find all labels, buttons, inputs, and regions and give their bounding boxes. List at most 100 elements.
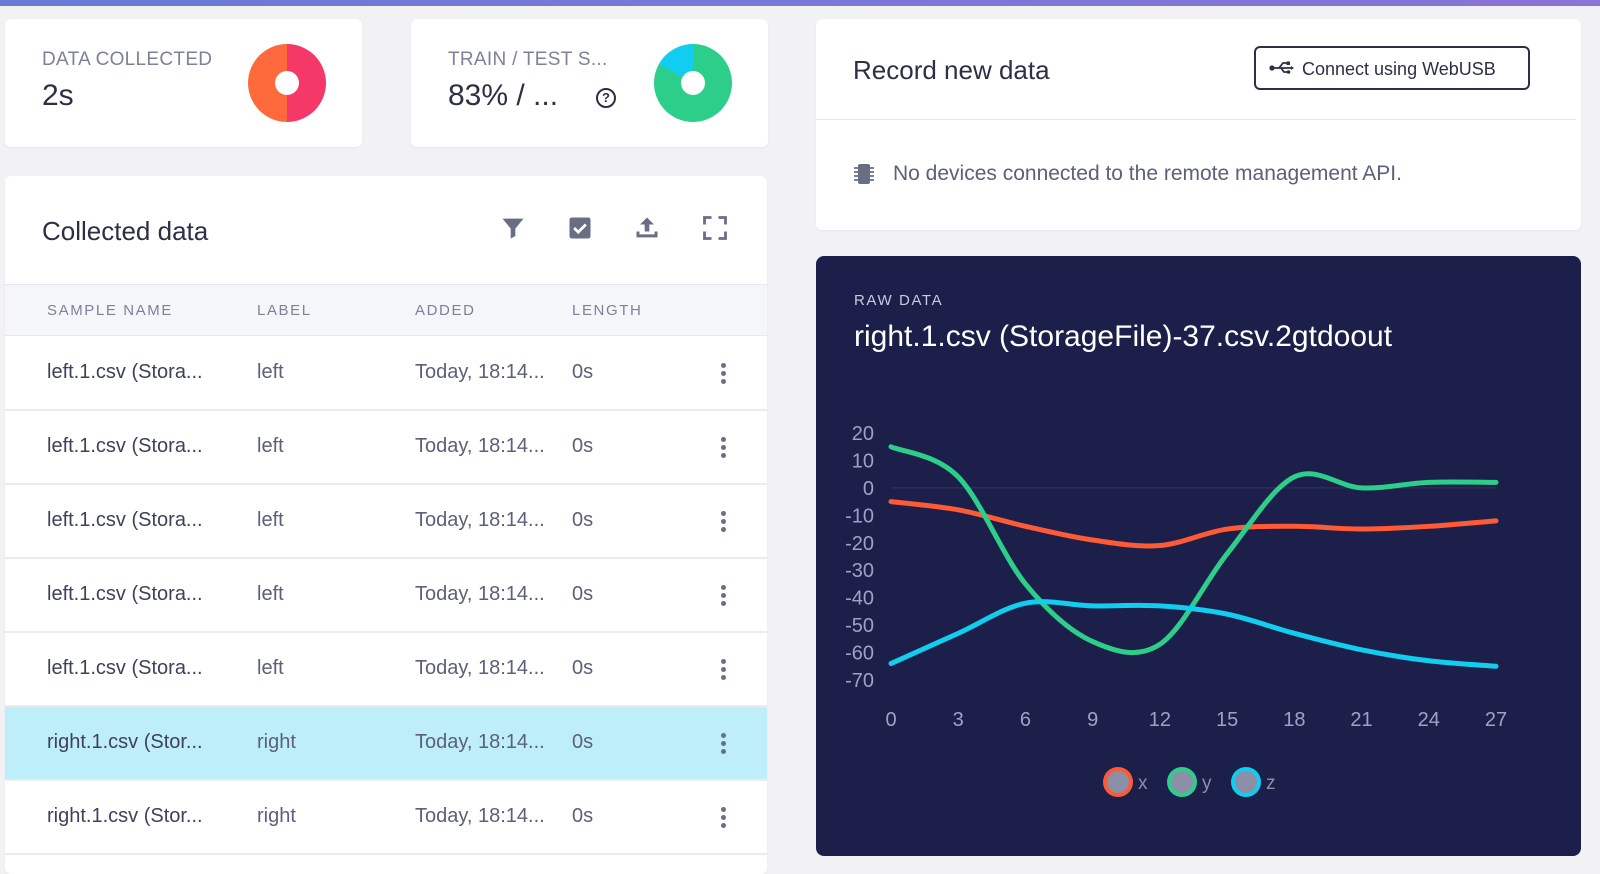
y-tick-label: -10: [845, 505, 874, 527]
x-tick-label: 18: [1283, 709, 1305, 731]
record-divider: [816, 119, 1576, 120]
y-tick-label: -40: [845, 588, 874, 610]
sample-added: Today, 18:14...: [415, 435, 545, 457]
filter-icon[interactable]: [499, 214, 527, 242]
no-devices-message: No devices connected to the remote manag…: [893, 162, 1402, 185]
sample-length: 0s: [572, 731, 594, 753]
x-tick-label: 15: [1216, 709, 1238, 731]
y-tick-label: -50: [845, 615, 874, 637]
sample-name[interactable]: left.1.csv (Stora...: [47, 509, 203, 531]
legend-marker-y: [1167, 767, 1197, 797]
table-row[interactable]: left.1.csv (Stora... left Today, 18:14... 0…: [5, 337, 767, 411]
row-menu-icon[interactable]: [718, 511, 728, 535]
sample-name[interactable]: left.1.csv (Stora...: [47, 361, 203, 383]
table-row[interactable]: left.1.csv (Stora... left Today, 18:14... 0…: [5, 485, 767, 559]
sample-name[interactable]: left.1.csv (Stora...: [47, 657, 203, 679]
record-new-data-title: Record new data: [853, 55, 1050, 85]
table-row[interactable]: right.1.csv (Stor... right Today, 18:14...…: [5, 781, 767, 855]
row-menu-icon[interactable]: [718, 437, 728, 461]
collected-data-card: Collected data SAMPLE NAME LABEL ADDED L…: [5, 176, 767, 874]
device-chip-icon: [854, 164, 874, 184]
sample-length: 0s: [572, 657, 594, 679]
sample-label: left: [257, 657, 284, 679]
raw-data-caption: RAW DATA: [854, 292, 944, 309]
sample-added: Today, 18:14...: [415, 361, 545, 383]
sample-length: 0s: [572, 509, 594, 531]
train-test-donut: [654, 44, 732, 122]
x-tick-label: 12: [1149, 709, 1171, 731]
data-collected-label: DATA COLLECTED: [42, 49, 213, 70]
x-tick-label: 3: [953, 709, 964, 731]
sample-added: Today, 18:14...: [415, 805, 545, 827]
y-tick-label: -70: [845, 670, 874, 692]
y-tick-label: 10: [852, 450, 874, 472]
series-line-y: [888, 444, 1499, 656]
sample-added: Today, 18:14...: [415, 657, 545, 679]
raw-data-panel: RAW DATA right.1.csv (StorageFile)-37.cs…: [816, 256, 1581, 856]
collected-data-title: Collected data: [42, 216, 209, 246]
connect-webusb-label: Connect using WebUSB: [1302, 59, 1496, 79]
sample-length: 0s: [572, 435, 594, 457]
table-row[interactable]: left.1.csv (Stora... left Today, 18:14... 0…: [5, 633, 767, 707]
sample-label: left: [257, 509, 284, 531]
column-header-sample-name[interactable]: SAMPLE NAME: [47, 302, 173, 319]
series-line-z: [888, 599, 1499, 669]
fullscreen-icon[interactable]: [701, 214, 729, 242]
y-tick-label: 20: [852, 423, 874, 445]
y-tick-label: -60: [845, 643, 874, 665]
row-menu-icon[interactable]: [718, 363, 728, 387]
train-test-card: TRAIN / TEST S... 83% / ... ?: [411, 19, 768, 147]
x-tick-label: 21: [1350, 709, 1372, 731]
sample-added: Today, 18:14...: [415, 583, 545, 605]
upload-icon[interactable]: [633, 214, 661, 242]
table-header: SAMPLE NAME LABEL ADDED LENGTH: [5, 284, 767, 336]
table-row[interactable]: left.1.csv (Stora... left Today, 18:14... 0…: [5, 411, 767, 485]
sample-label: right: [257, 731, 296, 753]
legend-label-y: y: [1202, 773, 1212, 794]
data-collected-value: 2s: [42, 79, 74, 112]
sample-added: Today, 18:14...: [415, 731, 545, 753]
x-tick-label: 24: [1418, 709, 1440, 731]
record-new-data-card: Record new data Connect using WebUSB No …: [816, 19, 1581, 230]
y-tick-label: -30: [845, 560, 874, 582]
sample-name[interactable]: right.1.csv (Stor...: [47, 805, 203, 827]
row-menu-icon[interactable]: [718, 807, 728, 831]
x-tick-label: 9: [1087, 709, 1098, 731]
x-tick-label: 0: [885, 709, 896, 731]
y-tick-label: -20: [845, 533, 874, 555]
sample-label: right: [257, 805, 296, 827]
top-accent-bar: [0, 0, 1600, 6]
series-line-x: [888, 499, 1499, 549]
legend-label-x: x: [1138, 773, 1148, 794]
row-menu-icon[interactable]: [718, 659, 728, 683]
column-header-label[interactable]: LABEL: [257, 302, 312, 319]
column-header-length[interactable]: LENGTH: [572, 302, 643, 319]
row-menu-icon[interactable]: [718, 733, 728, 757]
y-tick-label: 0: [863, 478, 874, 500]
x-tick-label: 6: [1020, 709, 1031, 731]
sample-added: Today, 18:14...: [415, 509, 545, 531]
x-tick-label: 27: [1485, 709, 1507, 731]
connect-webusb-button[interactable]: Connect using WebUSB: [1254, 46, 1530, 90]
data-collected-donut: [248, 44, 326, 122]
sample-label: left: [257, 361, 284, 383]
legend-marker-z: [1231, 767, 1261, 797]
table-row[interactable]: right.1.csv (Stor... right Today, 18:14...…: [5, 707, 767, 781]
sample-length: 0s: [572, 361, 594, 383]
legend-marker-x: [1103, 767, 1133, 797]
select-all-icon[interactable]: [566, 214, 594, 242]
usb-icon: [1269, 61, 1294, 74]
row-menu-icon[interactable]: [718, 585, 728, 609]
table-row[interactable]: left.1.csv (Stora... left Today, 18:14... 0…: [5, 559, 767, 633]
train-test-label: TRAIN / TEST S...: [448, 49, 608, 70]
train-test-value: 83% / ...: [448, 79, 559, 112]
sample-name[interactable]: right.1.csv (Stor...: [47, 731, 203, 753]
sample-label: left: [257, 583, 284, 605]
help-icon[interactable]: ?: [596, 88, 616, 108]
column-header-added[interactable]: ADDED: [415, 302, 476, 319]
sample-name[interactable]: left.1.csv (Stora...: [47, 583, 203, 605]
data-collected-card: DATA COLLECTED 2s: [5, 19, 362, 147]
legend-label-z: z: [1266, 773, 1276, 794]
raw-data-title: right.1.csv (StorageFile)-37.csv.2gtdoou…: [854, 320, 1393, 353]
sample-name[interactable]: left.1.csv (Stora...: [47, 435, 203, 457]
